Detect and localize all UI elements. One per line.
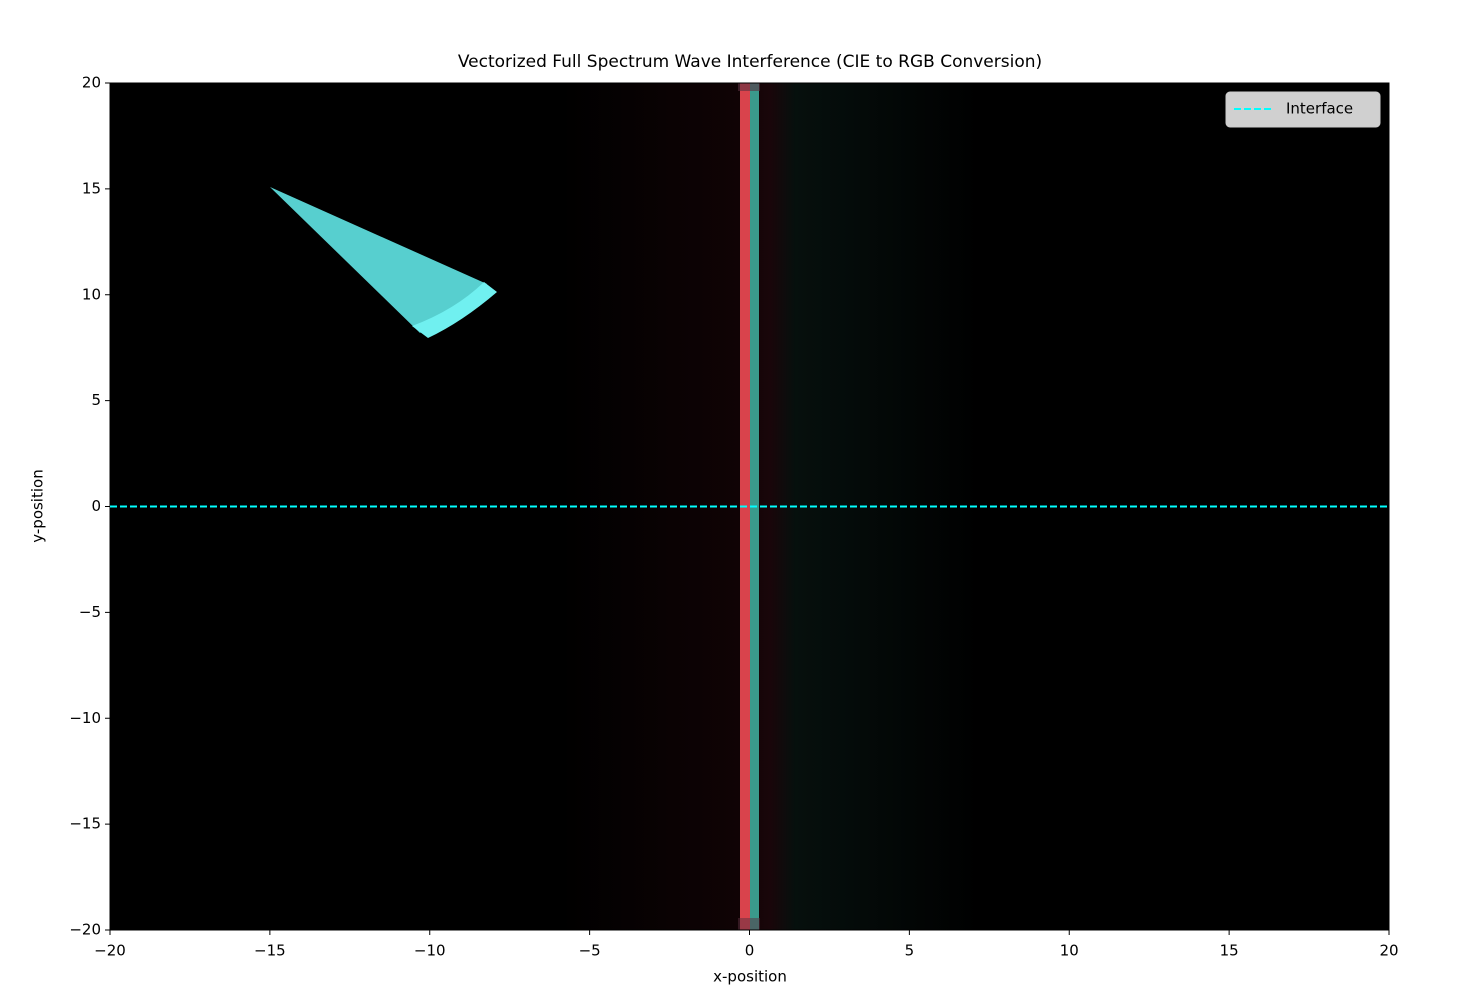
x-tick-label: −15	[254, 942, 286, 960]
x-axis-label: x-position	[713, 968, 787, 986]
y-axis-label: y-position	[29, 469, 47, 542]
x-tick-label: −5	[579, 942, 601, 960]
x-tick-label: −20	[94, 942, 126, 960]
x-tick-label: 20	[1379, 942, 1398, 960]
y-tick-label: 10	[82, 285, 101, 303]
x-tick-label: 10	[1060, 942, 1079, 960]
y-tick-label: −10	[69, 709, 101, 727]
legend-label: Interface	[1286, 100, 1353, 118]
y-tick-label: 5	[91, 391, 101, 409]
chart-title: Vectorized Full Spectrum Wave Interferen…	[458, 52, 1042, 72]
y-tick-label: 0	[91, 497, 101, 515]
x-tick-label: 5	[905, 942, 915, 960]
x-tick-label: 15	[1220, 942, 1239, 960]
y-tick-label: −15	[69, 815, 101, 833]
y-tick-label: −5	[79, 603, 101, 621]
legend-box	[1225, 91, 1381, 128]
y-tick-label: 15	[82, 179, 101, 197]
x-tick-label: 0	[745, 942, 755, 960]
y-tick-label: 20	[82, 74, 101, 92]
y-tick-label: −20	[69, 921, 101, 939]
x-tick-label: −10	[414, 942, 446, 960]
